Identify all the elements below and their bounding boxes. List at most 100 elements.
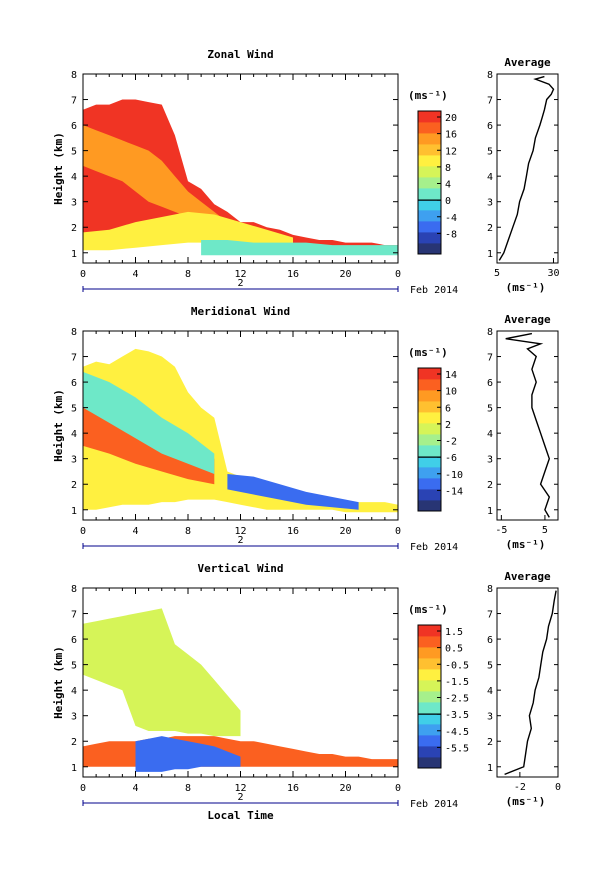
x-tick-label: 20 [339, 783, 351, 794]
panel-title: Zonal Wind [207, 48, 273, 61]
y-tick-label: 1 [71, 763, 77, 774]
colorbar-frame [417, 624, 442, 769]
x-tick-label: 16 [287, 269, 299, 280]
colorbar-segment [418, 702, 441, 714]
colorbar-segment [418, 478, 441, 490]
colorbar-units: (ms⁻¹) [408, 89, 448, 102]
x-tick-label: 4 [132, 269, 138, 280]
x-tick-label: 16 [287, 783, 299, 794]
y-axis-label: Height (km) [52, 389, 65, 462]
y-axis-label: Height (km) [52, 132, 65, 205]
colorbar-segment [418, 412, 441, 424]
profile-y-tick-label: 1 [487, 506, 493, 517]
colorbar-segment [418, 625, 441, 637]
colorbar-segment [418, 401, 441, 413]
colorbar-segment [418, 368, 441, 380]
colorbar-tick-label: 6 [445, 403, 451, 414]
profile-y-tick-label: 7 [487, 96, 493, 107]
colorbar-segment [418, 221, 441, 233]
profile-title: Average [504, 313, 551, 326]
x-tick-label: 0 [395, 269, 401, 280]
y-tick-label: 2 [71, 480, 77, 491]
heatmap-region [83, 608, 241, 737]
profile-units: (ms⁻¹) [506, 795, 546, 808]
colorbar-segment [418, 735, 441, 747]
colorbar-segment [418, 133, 441, 145]
colorbar-tick-label: -10 [445, 470, 463, 481]
profile-y-tick-label: 6 [487, 121, 493, 132]
y-axis-label: Height (km) [52, 646, 65, 719]
colorbar-tick-label: 10 [445, 387, 457, 398]
colorbar-segment [418, 232, 441, 244]
x-tick-label: 8 [185, 526, 191, 537]
x-tick-label: 0 [80, 526, 86, 537]
colorbar-frame [417, 110, 442, 255]
colorbar-units: (ms⁻¹) [408, 346, 448, 359]
colorbar-tick-label: 16 [445, 130, 457, 141]
y-tick-label: 3 [71, 198, 77, 209]
colorbar-segment [418, 434, 441, 446]
heatmap-region [83, 211, 293, 251]
y-tick-label: 6 [71, 378, 77, 389]
x-tick-label: 4 [132, 526, 138, 537]
y-tick-label: 3 [71, 455, 77, 466]
x-tick-label: 8 [185, 269, 191, 280]
colorbar-tick-label: -0.5 [445, 660, 469, 671]
y-tick-label: 4 [71, 429, 77, 440]
date-label: Feb 2014 [410, 542, 458, 553]
colorbar-units: (ms⁻¹) [408, 603, 448, 616]
colorbar-segment [418, 445, 441, 457]
y-tick-label: 4 [71, 172, 77, 183]
colorbar-segment [418, 669, 441, 681]
y-tick-label: 7 [71, 96, 77, 107]
colorbar-tick-label: -4 [445, 213, 457, 224]
date-day: 2 [237, 278, 243, 289]
x-tick-label: 0 [395, 526, 401, 537]
colorbar-segment [418, 489, 441, 501]
profile-y-tick-label: 8 [487, 70, 493, 81]
colorbar-segment [418, 379, 441, 391]
colorbar-segment [418, 188, 441, 200]
profile-y-tick-label: 2 [487, 480, 493, 491]
date-label: Feb 2014 [410, 285, 458, 296]
profile-y-tick-label: 3 [487, 712, 493, 723]
date-label: Feb 2014 [410, 799, 458, 810]
panel-title: Meridional Wind [191, 305, 290, 318]
colorbar-tick-label: -5.5 [445, 743, 469, 754]
colorbar-segment [418, 467, 441, 479]
profile-y-tick-label: 3 [487, 455, 493, 466]
date-day: 2 [237, 535, 243, 546]
profile-title: Average [504, 570, 551, 583]
x-tick-label: 12 [234, 269, 246, 280]
colorbar-segment [418, 713, 441, 725]
y-tick-label: 6 [71, 635, 77, 646]
colorbar-tick-label: -1.5 [445, 677, 469, 688]
heatmap-region [201, 240, 398, 256]
colorbar-tick-label: 12 [445, 146, 457, 157]
colorbar-tick-label: 20 [445, 113, 457, 124]
profile-y-tick-label: 2 [487, 737, 493, 748]
colorbar-tick-label: 2 [445, 420, 451, 431]
profile-y-tick-label: 5 [487, 661, 493, 672]
profile-x-tick-label: 5 [494, 268, 500, 279]
profile-x-tick-label: -2 [514, 782, 526, 793]
panel-title: Vertical Wind [197, 562, 283, 575]
y-tick-label: 1 [71, 249, 77, 260]
y-tick-label: 1 [71, 506, 77, 517]
profile-x-tick-label: -5 [495, 525, 507, 536]
x-tick-label: 12 [234, 526, 246, 537]
profile-units: (ms⁻¹) [506, 538, 546, 551]
profile-y-tick-label: 1 [487, 763, 493, 774]
colorbar-tick-label: 14 [445, 370, 457, 381]
profile-y-tick-label: 5 [487, 404, 493, 415]
profile-units: (ms⁻¹) [506, 281, 546, 294]
colorbar-tick-label: -2 [445, 437, 457, 448]
profile-line [505, 332, 551, 518]
profile-line [498, 75, 555, 261]
colorbar-segment [418, 144, 441, 156]
colorbar-segment [418, 647, 441, 659]
profile-frame [496, 330, 559, 521]
heatmap-region [83, 99, 398, 253]
